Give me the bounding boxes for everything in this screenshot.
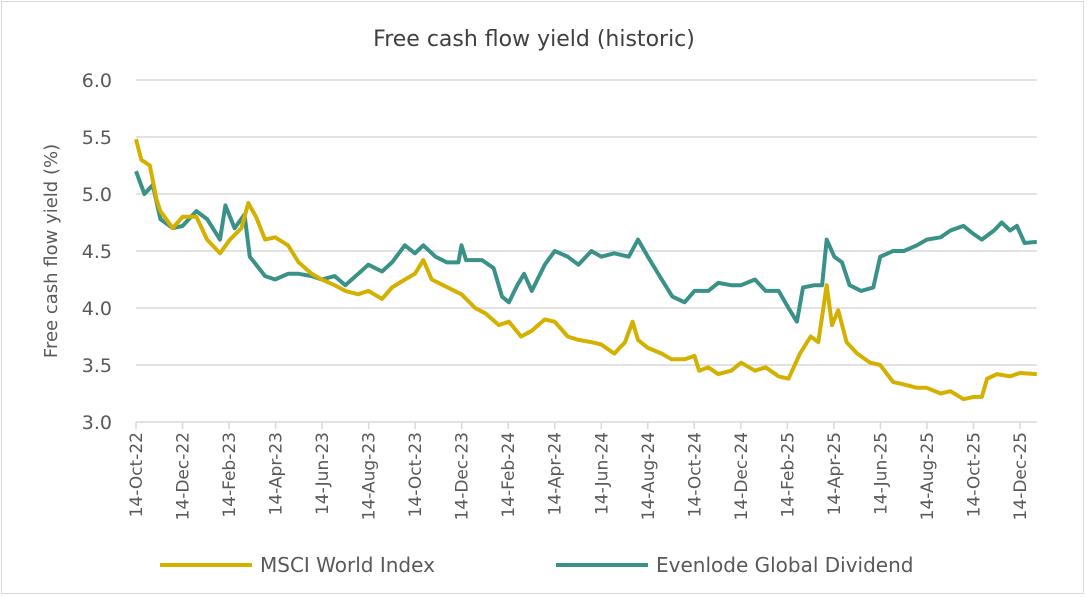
x-tick-label: 14-Aug-24 bbox=[639, 432, 659, 520]
series-line bbox=[134, 170, 1037, 324]
x-tick-label: 14-Oct-25 bbox=[964, 432, 984, 517]
y-tick-label: 3.5 bbox=[82, 355, 112, 377]
x-tick-label: 14-Jun-24 bbox=[592, 432, 612, 515]
y-tick-label: 5.5 bbox=[82, 127, 112, 149]
x-tick-label: 14-Jun-25 bbox=[871, 432, 891, 515]
y-tick-label: 6.0 bbox=[82, 70, 112, 92]
y-tick-label: 4.5 bbox=[82, 241, 112, 263]
legend: MSCI World Index Evenlode Global Dividend bbox=[160, 553, 913, 577]
chart-title: Free cash flow yield (historic) bbox=[373, 27, 695, 52]
y-tick-label: 3.0 bbox=[82, 412, 112, 434]
y-tick-label: 5.0 bbox=[82, 184, 112, 206]
x-tick-label: 14-Feb-24 bbox=[499, 432, 519, 518]
x-tick-label: 14-Oct-22 bbox=[127, 432, 147, 517]
y-tick-label: 4.0 bbox=[82, 298, 112, 320]
x-tick-label: 14-Dec-24 bbox=[732, 432, 752, 520]
gridlines bbox=[136, 79, 1037, 366]
x-tick-label: 14-Aug-23 bbox=[360, 432, 380, 520]
x-axis: 14-Oct-22 14-Dec-22 14-Feb-23 14-Apr-23 14-J… bbox=[127, 421, 1037, 520]
series-lines bbox=[134, 138, 1037, 402]
x-tick-label: 14-Dec-25 bbox=[1011, 432, 1031, 520]
legend-label: Evenlode Global Dividend bbox=[656, 553, 913, 577]
x-tick-label: 14-Feb-25 bbox=[778, 432, 798, 518]
legend-label: MSCI World Index bbox=[260, 553, 435, 577]
series-line bbox=[134, 138, 1037, 402]
x-tick-label: 14-Feb-23 bbox=[220, 432, 240, 518]
x-tick-label: 14-Apr-24 bbox=[546, 432, 566, 515]
x-tick-label: 14-Dec-23 bbox=[453, 432, 473, 520]
x-tick-label: 14-Aug-25 bbox=[918, 432, 938, 520]
x-tick-label: 14-Apr-23 bbox=[267, 432, 287, 515]
x-tick-label: 14-Oct-23 bbox=[406, 432, 426, 517]
x-tick-label: 14-Apr-25 bbox=[825, 432, 845, 515]
y-axis-label: Free cash flow yield (%) bbox=[41, 144, 62, 358]
x-tick-label: 14-Jun-23 bbox=[313, 432, 333, 515]
x-tick-label: 14-Oct-24 bbox=[685, 432, 705, 517]
y-tick-labels: 3.0 3.5 4.0 4.5 5.0 5.5 6.0 bbox=[82, 70, 112, 434]
x-tick-label: 14-Dec-22 bbox=[174, 432, 194, 520]
